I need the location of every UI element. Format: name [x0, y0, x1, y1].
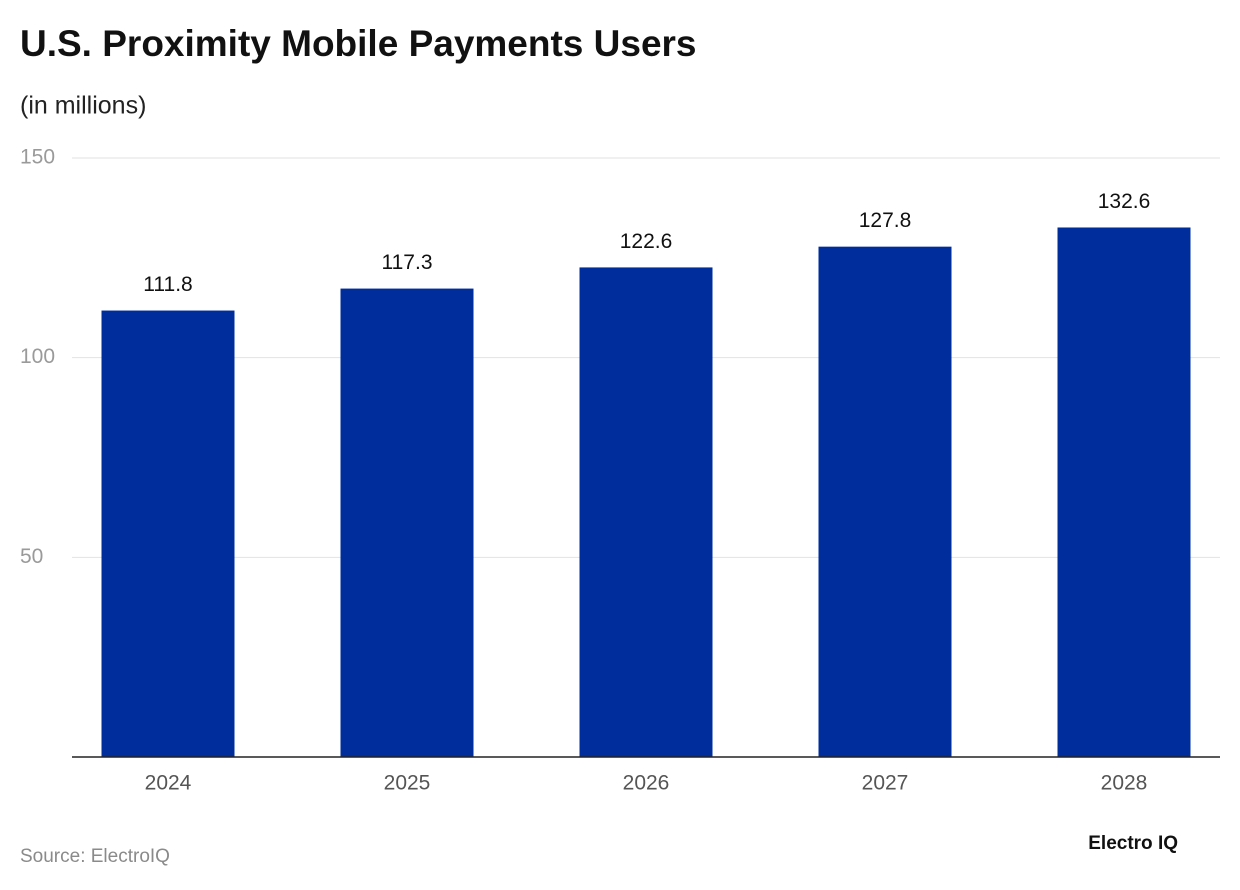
- value-label: 122.6: [620, 230, 673, 253]
- bar: [818, 246, 952, 758]
- bar: [1057, 227, 1191, 757]
- value-label: 127.8: [859, 209, 912, 232]
- bar: [340, 288, 474, 757]
- x-tick-label: 2025: [384, 772, 431, 795]
- bar: [101, 310, 235, 757]
- x-tick-label: 2027: [862, 772, 909, 795]
- bar: [579, 267, 713, 757]
- chart-subtitle: (in millions): [20, 92, 146, 120]
- chart-title: U.S. Proximity Mobile Payments Users: [20, 23, 697, 64]
- value-label: 111.8: [143, 273, 192, 296]
- x-tick-label: 2024: [145, 772, 192, 795]
- y-tick-label: 100: [20, 345, 55, 368]
- value-label: 132.6: [1098, 190, 1151, 213]
- x-tick-label: 2026: [623, 772, 670, 795]
- y-tick-label: 50: [20, 545, 43, 568]
- logo: Electro IQ: [1088, 833, 1178, 854]
- source: Source: ElectroIQ: [20, 846, 170, 867]
- x-tick-label: 2028: [1101, 772, 1148, 795]
- y-tick-label: 150: [20, 146, 55, 169]
- value-label: 117.3: [382, 251, 433, 274]
